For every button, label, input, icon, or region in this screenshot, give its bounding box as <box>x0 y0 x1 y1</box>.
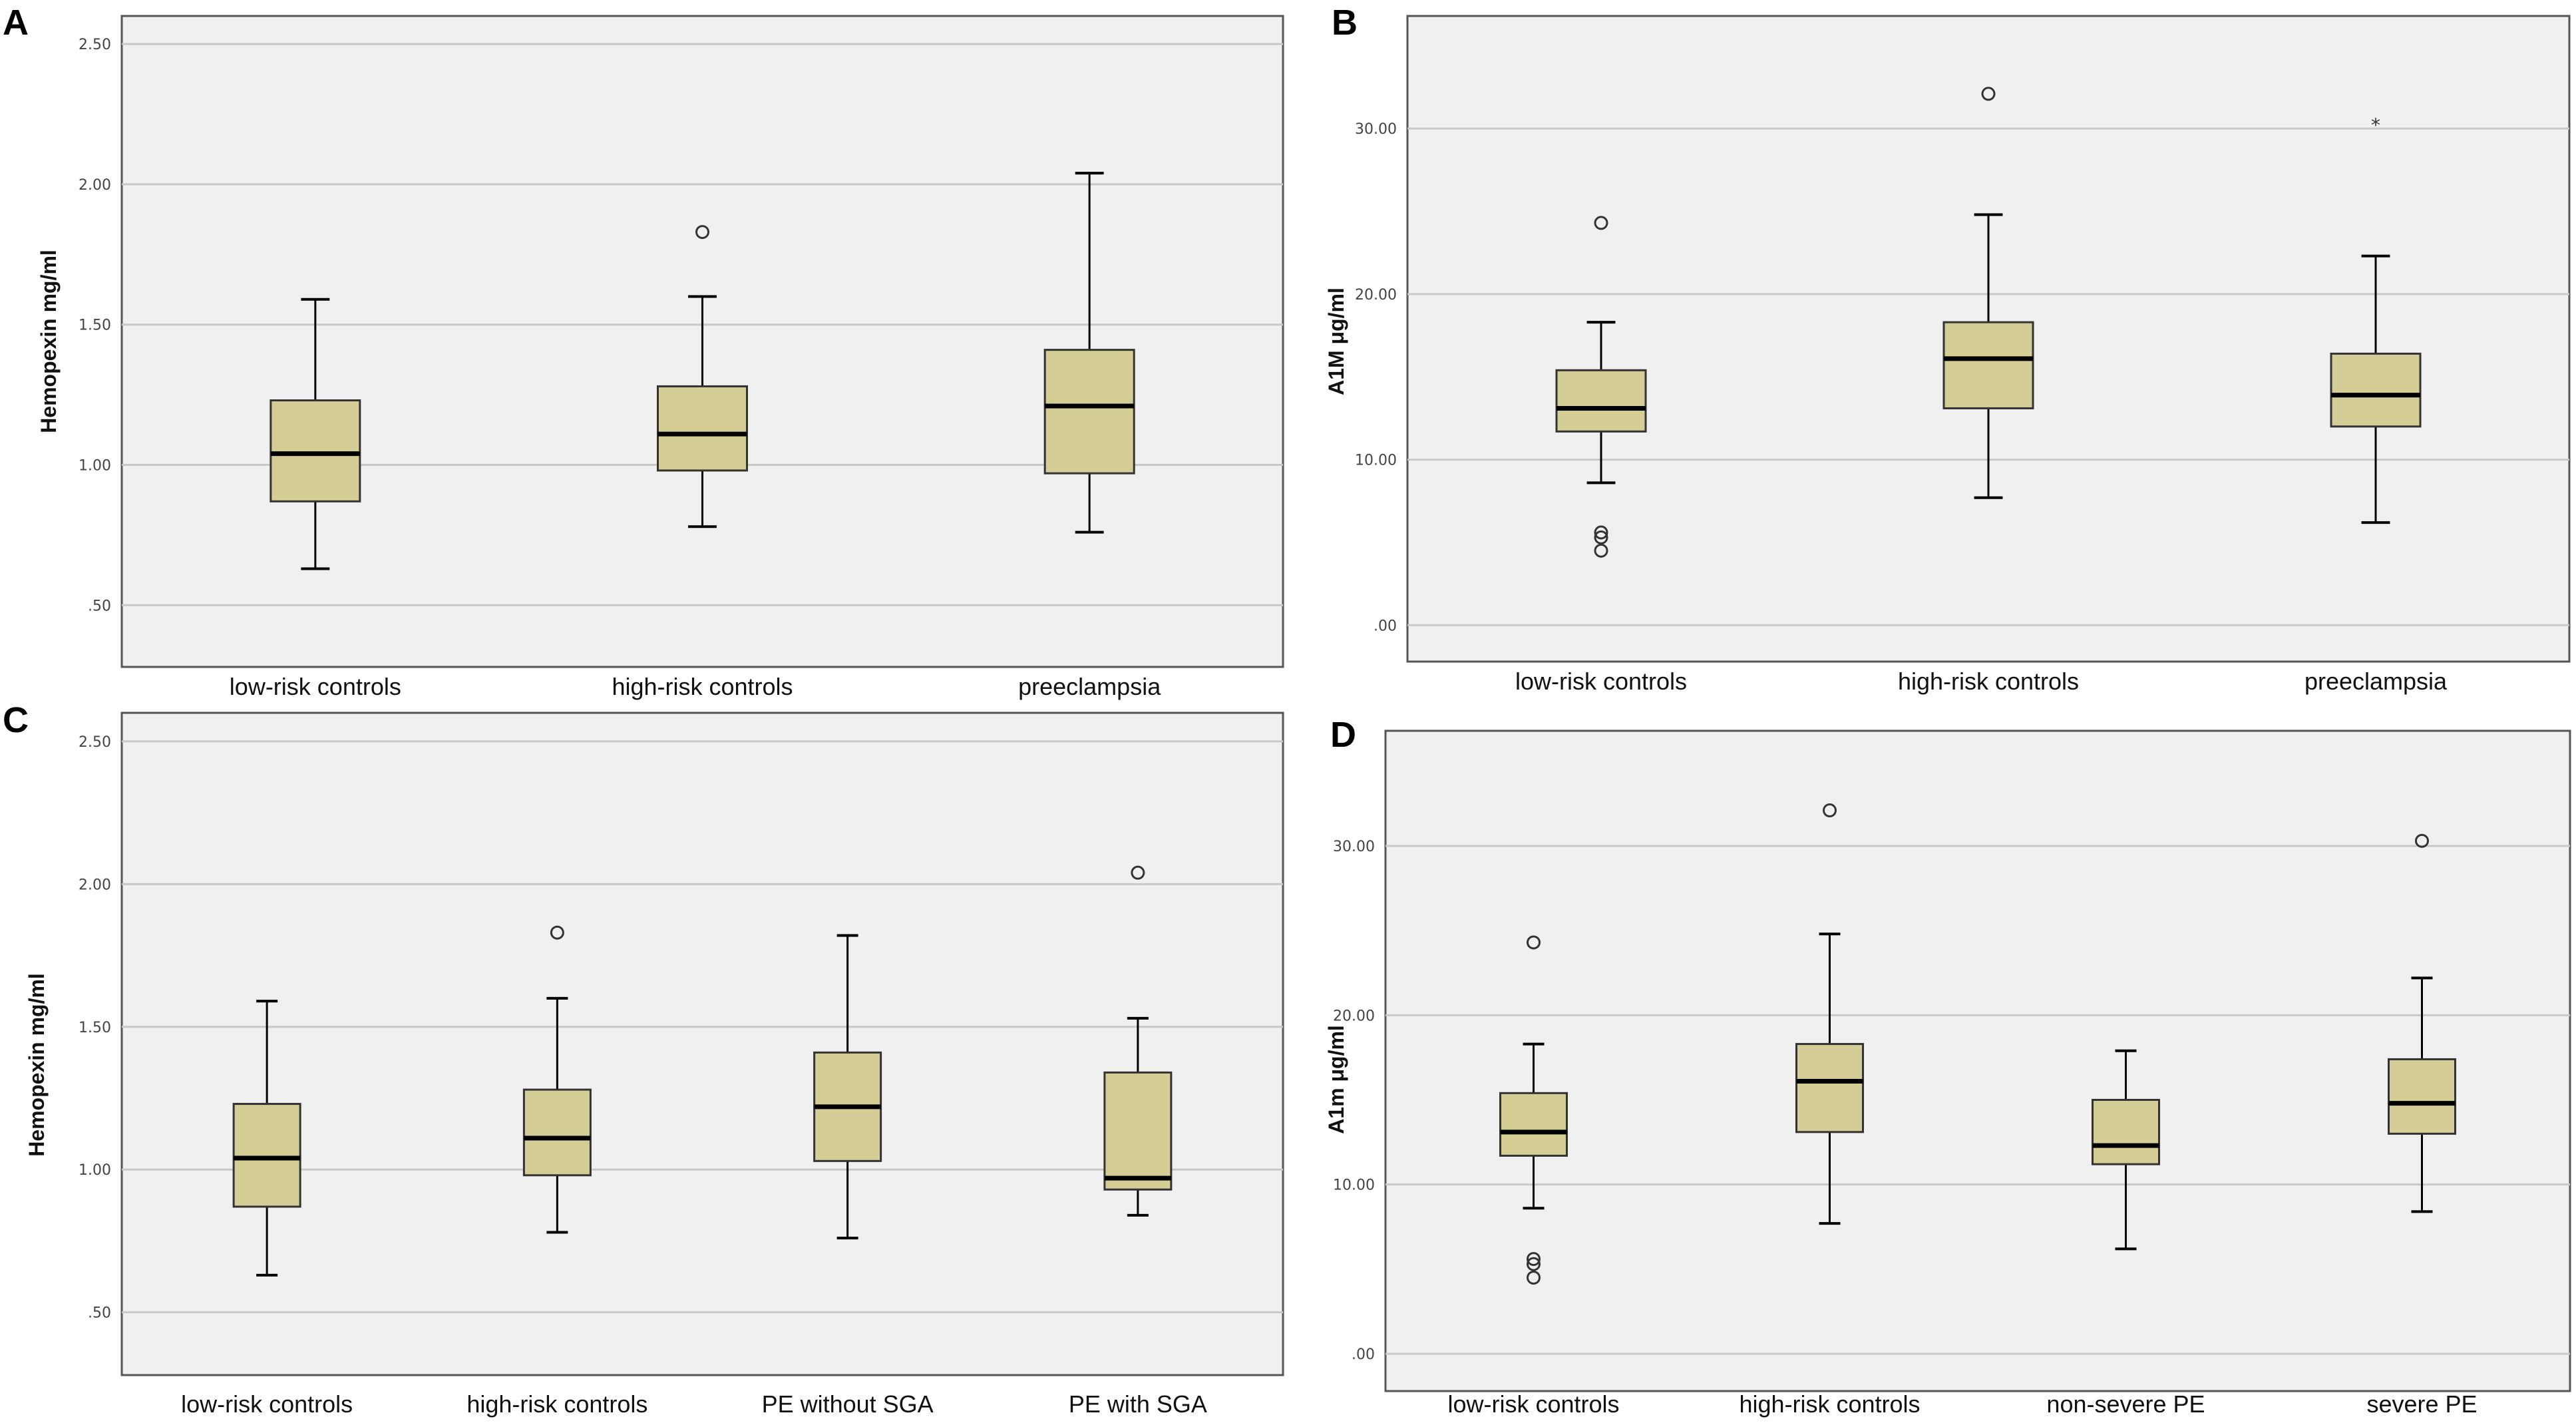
outlier-point <box>1527 935 1541 950</box>
y-axis-label: Hemopexin mg/ml <box>25 973 49 1157</box>
x-tick-label: preeclampsia <box>2304 668 2448 695</box>
iqr-box <box>522 1088 592 1177</box>
panel-d: D .00 10.00 20.00 30.00 low-risk controls hi… <box>1288 712 2576 1425</box>
x-tick-label: PE with SGA <box>1069 1390 1207 1418</box>
iqr-box <box>1555 369 1647 433</box>
x-tick-label: high-risk controls <box>1898 668 2079 695</box>
boxplot-c: C .50 1.00 1.50 2.00 2.50 low-risk controls h… <box>3 700 1284 1418</box>
x-tick-label: low-risk controls <box>230 673 401 700</box>
x-tick-label: PE without SGA <box>762 1390 934 1418</box>
outlier-point <box>695 225 709 240</box>
boxplot-b: B .00 10.00 20.00 30.00 * low-risk controls… <box>1324 3 2571 695</box>
y-tick-label: 2.00 <box>79 877 111 893</box>
outlier-point <box>1981 87 1996 101</box>
y-tick-label: .50 <box>88 598 111 614</box>
panel-letter: B <box>1332 3 1358 43</box>
y-tick-label: 1.50 <box>79 317 111 334</box>
outlier-point <box>1594 543 1608 558</box>
y-axis-label: A1m μg/ml <box>1324 1025 1348 1134</box>
y-tick-label: 2.50 <box>79 734 111 751</box>
panel-letter: C <box>3 700 29 740</box>
x-tick-label: low-risk controls <box>181 1390 353 1418</box>
y-tick-label: 20.00 <box>1355 287 1397 304</box>
y-tick-label: 10.00 <box>1355 453 1397 469</box>
panel-letter: D <box>1330 715 1356 755</box>
iqr-box <box>1043 349 1135 475</box>
y-tick-label: 1.00 <box>79 457 111 474</box>
outlier-point <box>1527 1257 1541 1271</box>
x-tick-label: high-risk controls <box>466 1390 647 1418</box>
plot-area <box>1384 729 2571 1392</box>
outlier-point <box>1823 803 1837 818</box>
y-tick-label: .00 <box>1374 618 1397 634</box>
outlier-point <box>550 925 564 940</box>
y-tick-label: 10.00 <box>1333 1177 1375 1194</box>
outlier-point <box>1527 1271 1541 1285</box>
x-tick-label: preeclampsia <box>1018 673 1161 700</box>
y-tick-label: .00 <box>1352 1346 1375 1363</box>
outlier-point <box>1594 216 1608 230</box>
iqr-box <box>2092 1099 2160 1165</box>
y-tick-label: 20.00 <box>1333 1008 1375 1024</box>
iqr-box <box>2330 352 2422 428</box>
iqr-box <box>657 385 748 472</box>
y-tick-label: 2.00 <box>79 177 111 194</box>
y-tick-label: 30.00 <box>1333 839 1375 855</box>
panel-letter: A <box>3 3 29 43</box>
y-tick-label: 30.00 <box>1355 121 1397 138</box>
iqr-box <box>270 399 361 503</box>
y-tick-label: 1.50 <box>79 1020 111 1036</box>
x-tick-label: non-severe PE <box>2046 1390 2205 1418</box>
plot-area <box>120 712 1284 1376</box>
y-tick-label: 1.00 <box>79 1162 111 1179</box>
panel-c: C .50 1.00 1.50 2.00 2.50 low-risk controls h… <box>0 700 1288 1425</box>
y-axis-label: A1M μg/ml <box>1324 288 1348 395</box>
extreme-point: * <box>2371 114 2380 136</box>
iqr-box <box>1103 1071 1173 1191</box>
outlier-point <box>1131 865 1145 880</box>
x-tick-label: severe PE <box>2366 1390 2477 1418</box>
outlier-point <box>1594 530 1608 544</box>
x-tick-label: high-risk controls <box>612 673 793 700</box>
iqr-box <box>1499 1092 1568 1157</box>
boxplot-a: A .50 1.00 1.50 2.00 2.50 low-risk controls h… <box>3 3 1284 700</box>
outlier-point <box>1594 525 1608 540</box>
y-tick-label: .50 <box>88 1305 111 1322</box>
x-tick-label: high-risk controls <box>1739 1390 1920 1418</box>
x-tick-label: low-risk controls <box>1515 668 1687 695</box>
panel-a: A .50 1.00 1.50 2.00 2.50 low-risk controls h… <box>0 0 1288 712</box>
x-tick-label: low-risk controls <box>1447 1390 1619 1418</box>
outlier-point <box>2415 833 2429 848</box>
iqr-box <box>1795 1043 1864 1133</box>
iqr-box <box>2388 1058 2456 1135</box>
panel-b: B .00 10.00 20.00 30.00 * low-risk controls… <box>1288 0 2576 712</box>
iqr-box <box>232 1103 301 1208</box>
iqr-box <box>1942 321 2034 409</box>
outlier-point <box>1527 1252 1541 1267</box>
boxplot-d: D .00 10.00 20.00 30.00 low-risk controls hi… <box>1324 715 2571 1418</box>
y-axis-label: Hemopexin mg/ml <box>37 250 61 433</box>
y-tick-label: 2.50 <box>79 37 111 53</box>
